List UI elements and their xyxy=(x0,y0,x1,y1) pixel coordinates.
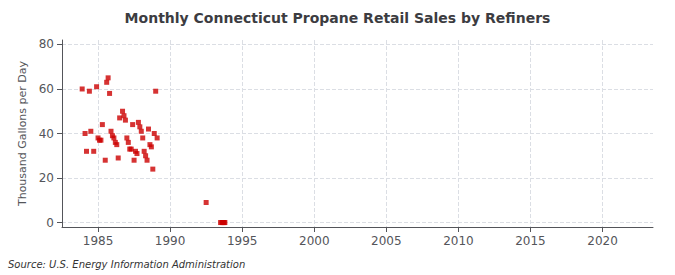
svg-text:1990: 1990 xyxy=(155,234,186,248)
svg-text:2000: 2000 xyxy=(299,234,330,248)
svg-text:40: 40 xyxy=(39,127,54,141)
svg-text:2015: 2015 xyxy=(515,234,546,248)
svg-text:2005: 2005 xyxy=(371,234,402,248)
svg-text:Thousand Gallons per Day: Thousand Gallons per Day xyxy=(16,60,29,207)
svg-text:60: 60 xyxy=(39,82,54,96)
svg-text:1995: 1995 xyxy=(227,234,258,248)
svg-text:20: 20 xyxy=(39,171,54,185)
svg-text:80: 80 xyxy=(39,37,54,51)
svg-text:Monthly Connecticut Propane Re: Monthly Connecticut Propane Retail Sales… xyxy=(125,10,551,26)
svg-text:Source: U.S. Energy Informatio: Source: U.S. Energy Information Administ… xyxy=(8,259,245,270)
svg-text:0: 0 xyxy=(46,216,54,230)
svg-text:2010: 2010 xyxy=(443,234,474,248)
svg-text:2020: 2020 xyxy=(587,234,618,248)
svg-text:1985: 1985 xyxy=(83,234,114,248)
